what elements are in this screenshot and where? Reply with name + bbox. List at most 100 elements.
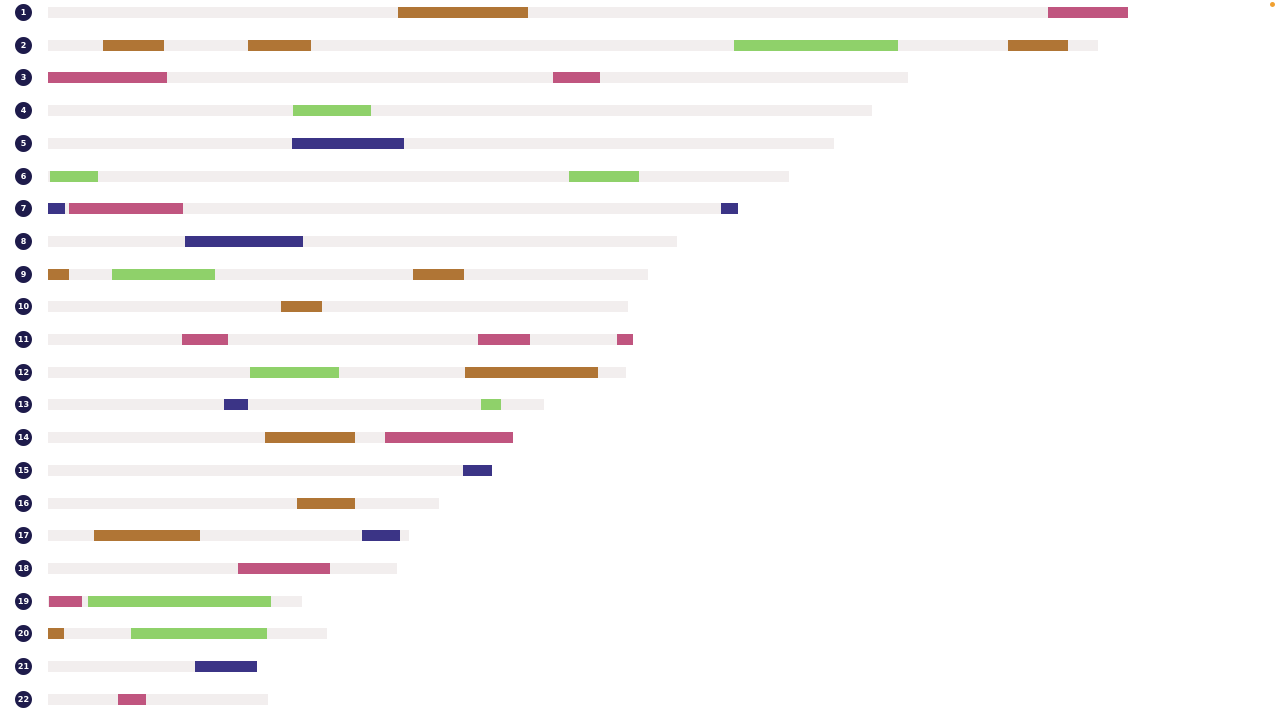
track-bar [48, 105, 872, 117]
track-row: 8 [0, 231, 1200, 251]
segment-green [293, 105, 371, 117]
track-bar [48, 203, 738, 215]
track-row: 3 [0, 67, 1200, 87]
segment-brown [103, 39, 164, 51]
segment-brown [297, 497, 355, 509]
track-bar [48, 628, 327, 640]
segment-green [50, 170, 98, 182]
track-bar [48, 170, 789, 182]
row-number-badge: 8 [15, 232, 32, 250]
track-row: 15 [0, 460, 1200, 480]
track-bar [48, 268, 648, 280]
track-bar [48, 137, 834, 149]
row-number-badge: 14 [15, 429, 32, 447]
segment-navy [48, 203, 65, 215]
segment-brown [281, 301, 322, 313]
segment-pink [617, 334, 633, 345]
row-number-badge: 21 [15, 658, 32, 675]
track-bar [48, 464, 492, 476]
segment-brown [265, 432, 355, 444]
segment-pink [553, 72, 600, 84]
segment-pink [182, 334, 228, 345]
segment-green [481, 399, 501, 411]
row-number-badge: 13 [15, 396, 32, 414]
segment-brown [94, 530, 200, 542]
segment-pink [49, 595, 82, 607]
row-number-badge: 11 [15, 331, 32, 348]
segment-navy [224, 399, 248, 411]
row-number-badge: 7 [15, 200, 32, 218]
segment-navy [463, 464, 492, 476]
track-row: 1 [0, 2, 1200, 22]
track-row: 12 [0, 362, 1200, 382]
track-bar [48, 595, 302, 607]
track-bar [48, 530, 409, 542]
track-row: 19 [0, 591, 1200, 611]
segment-brown [1008, 39, 1068, 51]
segment-brown [398, 7, 528, 18]
track-bar [48, 562, 397, 574]
track-row: 14 [0, 427, 1200, 447]
segment-brown [248, 39, 311, 51]
row-number-badge: 20 [15, 625, 32, 643]
track-row: 7 [0, 198, 1200, 218]
track-row: 11 [0, 329, 1200, 349]
segment-pink [69, 203, 183, 215]
row-number-badge: 3 [15, 69, 32, 87]
track-row: 13 [0, 394, 1200, 414]
track-row: 18 [0, 558, 1200, 578]
track-bar [48, 693, 268, 705]
segment-navy [195, 661, 257, 672]
track-row: 4 [0, 100, 1200, 120]
track-bar [48, 39, 1098, 51]
segment-pink [238, 562, 330, 574]
track-row: 17 [0, 525, 1200, 545]
track-bar [48, 366, 626, 378]
segment-pink [118, 693, 146, 705]
segment-pink [48, 72, 167, 84]
track-bar [48, 399, 544, 411]
row-number-badge: 5 [15, 134, 32, 152]
segment-green [569, 170, 639, 182]
row-number-badge: 19 [15, 592, 32, 610]
row-number-badge: 10 [15, 298, 32, 316]
segment-green [131, 628, 267, 640]
row-number-badge: 6 [15, 167, 32, 185]
track-bar [48, 7, 1128, 18]
track-bar [48, 497, 439, 509]
row-number-badge: 12 [15, 363, 32, 381]
segment-green [250, 366, 339, 378]
row-number-badge: 2 [15, 36, 32, 54]
segment-brown [48, 628, 64, 640]
row-number-badge: 15 [15, 461, 32, 479]
segment-brown [48, 268, 69, 280]
segment-navy [185, 235, 303, 247]
segment-pink [478, 334, 530, 345]
status-dot-icon [1270, 2, 1275, 7]
row-number-badge: 17 [15, 527, 32, 545]
track-bar [48, 661, 257, 672]
track-row: 16 [0, 493, 1200, 513]
track-row: 9 [0, 264, 1200, 284]
segment-brown [413, 268, 464, 280]
row-number-badge: 18 [15, 559, 32, 577]
track-bar [48, 72, 908, 84]
segment-navy [721, 203, 738, 215]
row-number-badge: 22 [15, 690, 32, 708]
segment-navy [362, 530, 400, 542]
row-number-badge: 1 [15, 4, 32, 21]
segment-green [734, 39, 898, 51]
track-row: 10 [0, 296, 1200, 316]
track-row: 20 [0, 623, 1200, 643]
segment-pink [1048, 7, 1128, 18]
row-number-badge: 16 [15, 494, 32, 512]
segment-green [88, 595, 271, 607]
segment-navy [292, 137, 404, 149]
segment-pink [385, 432, 513, 444]
track-row: 6 [0, 166, 1200, 186]
track-row: 22 [0, 689, 1200, 709]
track-bar [48, 235, 677, 247]
row-number-badge: 9 [15, 265, 32, 283]
track-row: 2 [0, 35, 1200, 55]
track-bar [48, 301, 628, 313]
